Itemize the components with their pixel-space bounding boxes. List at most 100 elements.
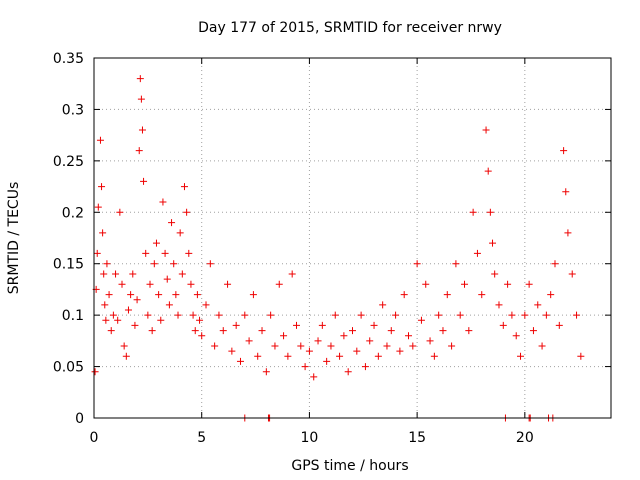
data-point bbox=[94, 203, 102, 211]
data-point bbox=[189, 311, 197, 319]
data-point bbox=[211, 342, 219, 350]
y-tick-label: 0.1 bbox=[62, 308, 84, 324]
data-point bbox=[109, 311, 117, 319]
y-tick-label: 0.35 bbox=[53, 51, 84, 67]
data-point bbox=[482, 126, 490, 134]
data-point bbox=[262, 368, 270, 376]
data-point bbox=[118, 280, 126, 288]
data-point bbox=[241, 311, 249, 319]
data-point bbox=[495, 301, 503, 309]
x-tick-label: 5 bbox=[197, 430, 206, 446]
data-point bbox=[99, 229, 107, 237]
data-point bbox=[473, 249, 481, 257]
data-point bbox=[144, 311, 152, 319]
data-point bbox=[564, 229, 572, 237]
data-point bbox=[542, 311, 550, 319]
data-point bbox=[568, 270, 576, 278]
y-tick-label: 0.15 bbox=[53, 257, 84, 273]
data-point bbox=[529, 327, 537, 335]
data-point bbox=[435, 311, 443, 319]
data-point bbox=[198, 332, 206, 340]
data-point bbox=[161, 249, 169, 257]
y-axis-label: SRMTID / TECUs bbox=[6, 182, 22, 295]
data-point bbox=[405, 332, 413, 340]
data-point bbox=[100, 270, 108, 278]
data-point bbox=[288, 270, 296, 278]
data-point bbox=[172, 291, 180, 299]
data-point bbox=[178, 270, 186, 278]
x-tick-label: 15 bbox=[408, 430, 426, 446]
data-point bbox=[107, 327, 115, 335]
data-point bbox=[185, 249, 193, 257]
data-point bbox=[176, 229, 184, 237]
data-point bbox=[224, 280, 232, 288]
data-point bbox=[102, 316, 110, 324]
data-point bbox=[547, 291, 555, 299]
plot-frame bbox=[93, 57, 612, 419]
data-point bbox=[219, 327, 227, 335]
data-point bbox=[361, 363, 369, 371]
data-point bbox=[183, 208, 191, 216]
data-point bbox=[133, 296, 141, 304]
data-point bbox=[409, 342, 417, 350]
data-point bbox=[305, 347, 313, 355]
data-point bbox=[280, 332, 288, 340]
data-point bbox=[504, 280, 512, 288]
data-point bbox=[124, 306, 132, 314]
data-point bbox=[379, 301, 387, 309]
data-point bbox=[489, 239, 497, 247]
data-point bbox=[323, 357, 331, 365]
data-point bbox=[193, 291, 201, 299]
data-point bbox=[422, 280, 430, 288]
data-point bbox=[292, 321, 300, 329]
data-point bbox=[136, 75, 144, 83]
data-point bbox=[577, 352, 585, 360]
data-point bbox=[499, 321, 507, 329]
data-point bbox=[152, 239, 160, 247]
data-point bbox=[491, 270, 499, 278]
data-point bbox=[254, 352, 262, 360]
data-point bbox=[101, 301, 109, 309]
y-tick-label: 0.05 bbox=[53, 360, 84, 376]
data-point bbox=[551, 260, 559, 268]
data-point bbox=[116, 208, 124, 216]
data-point bbox=[267, 311, 275, 319]
data-point bbox=[383, 342, 391, 350]
data-point bbox=[353, 347, 361, 355]
data-point bbox=[430, 352, 438, 360]
data-point bbox=[127, 291, 135, 299]
data-point bbox=[157, 316, 165, 324]
data-point bbox=[131, 321, 139, 329]
data-point bbox=[168, 219, 176, 227]
data-point bbox=[174, 311, 182, 319]
data-point bbox=[187, 280, 195, 288]
data-point bbox=[96, 136, 104, 144]
data-point bbox=[98, 183, 106, 191]
data-point bbox=[245, 337, 253, 345]
data-point bbox=[560, 147, 568, 155]
data-point bbox=[417, 316, 425, 324]
data-point bbox=[357, 311, 365, 319]
data-point bbox=[562, 188, 570, 196]
data-point bbox=[465, 327, 473, 335]
data-point bbox=[521, 311, 529, 319]
grid bbox=[94, 58, 611, 418]
data-point bbox=[155, 291, 163, 299]
data-point bbox=[170, 260, 178, 268]
data-point bbox=[525, 280, 533, 288]
x-tick-label: 10 bbox=[301, 430, 319, 446]
data-point bbox=[517, 352, 525, 360]
data-point bbox=[215, 311, 223, 319]
data-point bbox=[114, 316, 122, 324]
data-point bbox=[327, 342, 335, 350]
data-point bbox=[271, 342, 279, 350]
data-point bbox=[318, 321, 326, 329]
data-point bbox=[452, 260, 460, 268]
data-point bbox=[148, 327, 156, 335]
data-point bbox=[236, 357, 244, 365]
data-point bbox=[366, 337, 374, 345]
data-point bbox=[426, 337, 434, 345]
data-point bbox=[538, 342, 546, 350]
data-point bbox=[122, 352, 130, 360]
